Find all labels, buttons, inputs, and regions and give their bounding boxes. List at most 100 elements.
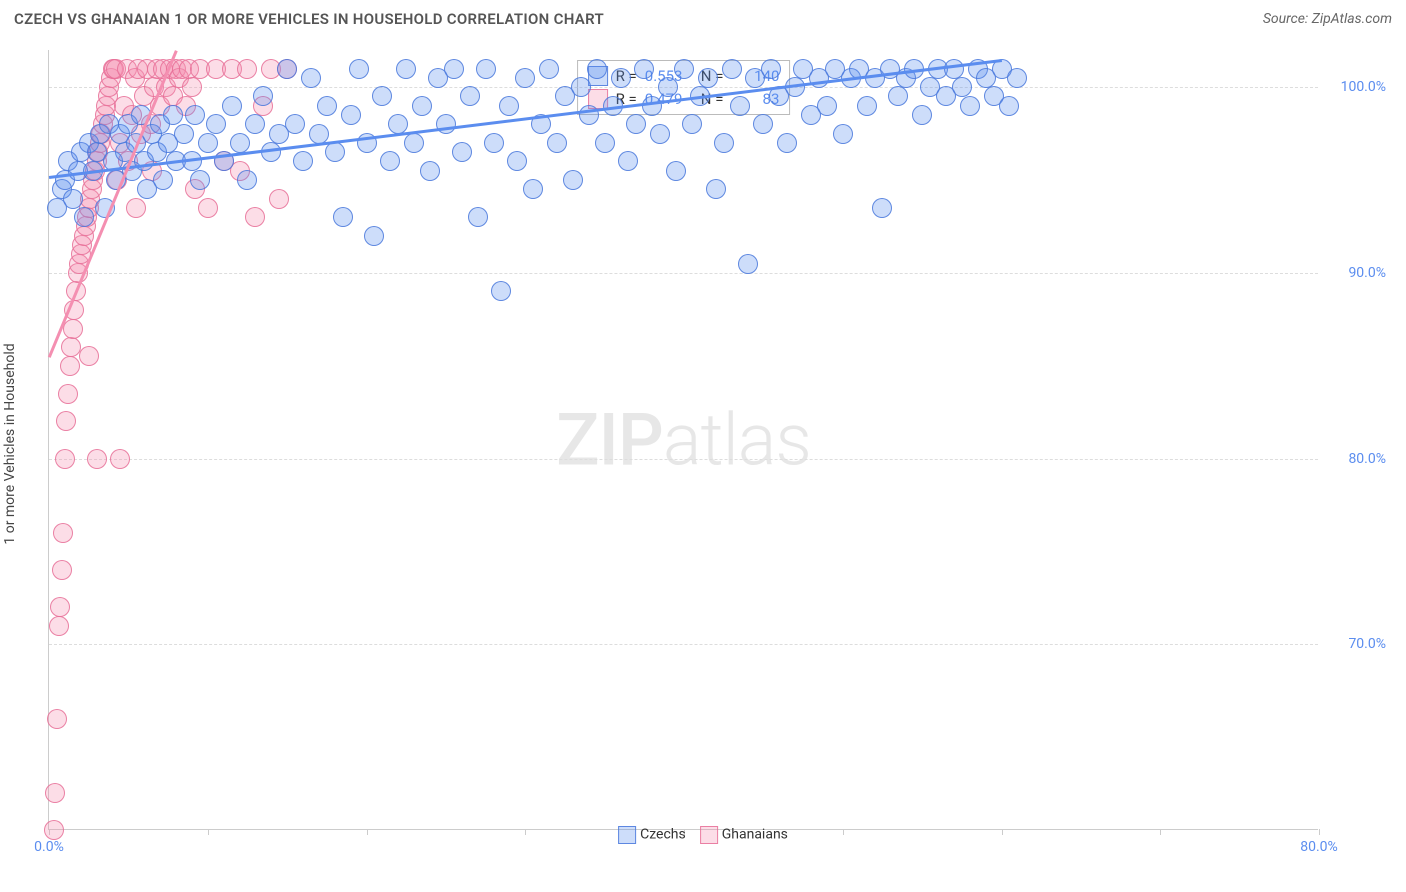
data-point [55, 449, 75, 469]
data-point [349, 59, 369, 79]
gridline [49, 644, 1318, 645]
data-point [650, 124, 670, 144]
x-tick [1002, 829, 1003, 835]
data-point [698, 68, 718, 88]
data-point [237, 59, 257, 79]
chart-container: 1 or more Vehicles in Household ZIPatlas… [14, 40, 1392, 848]
data-point [412, 96, 432, 116]
chart-title: CZECH VS GHANAIAN 1 OR MORE VEHICLES IN … [14, 10, 604, 28]
data-point [761, 59, 781, 79]
data-point [491, 281, 511, 301]
data-point [872, 198, 892, 218]
data-point [63, 189, 83, 209]
data-point [74, 207, 94, 227]
data-point [380, 151, 400, 171]
watermark: ZIPatlas [556, 397, 811, 482]
data-point [444, 59, 464, 79]
data-point [523, 179, 543, 199]
data-point [452, 142, 472, 162]
data-point [110, 449, 130, 469]
data-point [539, 59, 559, 79]
data-point [730, 96, 750, 116]
x-tick [843, 829, 844, 835]
data-point [58, 384, 78, 404]
data-point [53, 523, 73, 543]
data-point [163, 105, 183, 125]
data-point [777, 133, 797, 153]
data-point [1007, 68, 1027, 88]
data-point [857, 96, 877, 116]
data-point [63, 319, 83, 339]
data-point [706, 179, 726, 199]
data-point [468, 207, 488, 227]
y-axis-label: 1 or more Vehicles in Household [2, 343, 18, 544]
data-point [618, 151, 638, 171]
data-point [285, 114, 305, 134]
data-point [833, 124, 853, 144]
x-tick [525, 829, 526, 835]
data-point [198, 133, 218, 153]
data-point [269, 189, 289, 209]
data-point [333, 207, 353, 227]
data-point [658, 77, 678, 97]
data-point [484, 133, 504, 153]
data-point [674, 59, 694, 79]
data-point [571, 77, 591, 97]
data-point [515, 68, 535, 88]
data-point [499, 96, 519, 116]
data-point [50, 597, 70, 617]
data-point [60, 356, 80, 376]
data-point [952, 77, 972, 97]
data-point [174, 124, 194, 144]
data-point [222, 96, 242, 116]
x-tick [208, 829, 209, 835]
data-point [404, 133, 424, 153]
data-point [912, 105, 932, 125]
data-point [309, 124, 329, 144]
y-tick-label: 100.0% [1341, 79, 1386, 95]
data-point [317, 96, 337, 116]
legend-swatch [700, 826, 718, 844]
legend-item: Czechs [618, 826, 686, 844]
data-point [420, 161, 440, 181]
data-point [126, 198, 146, 218]
data-point [261, 142, 281, 162]
data-point [49, 616, 69, 636]
data-point [587, 59, 607, 79]
data-point [642, 96, 662, 116]
data-point [960, 96, 980, 116]
legend-item: Ghanaians [700, 826, 788, 844]
data-point [301, 68, 321, 88]
data-point [738, 254, 758, 274]
legend-swatch [618, 826, 636, 844]
data-point [198, 198, 218, 218]
data-point [460, 86, 480, 106]
data-point [714, 133, 734, 153]
data-point [245, 114, 265, 134]
gridline [49, 87, 1318, 88]
legend-label: Ghanaians [722, 827, 788, 843]
data-point [364, 226, 384, 246]
scatter-plot: ZIPatlas R = 0.553N = 140R = 0.479N = 83… [48, 50, 1318, 830]
y-tick-label: 90.0% [1348, 265, 1386, 281]
data-point [293, 151, 313, 171]
data-point [185, 105, 205, 125]
data-point [52, 560, 72, 580]
data-point [396, 59, 416, 79]
data-point [277, 59, 297, 79]
x-tick [1160, 829, 1161, 835]
data-point [563, 170, 583, 190]
data-point [888, 86, 908, 106]
data-point [45, 783, 65, 803]
y-tick-label: 80.0% [1348, 451, 1386, 467]
data-point [722, 59, 742, 79]
data-point [253, 86, 273, 106]
data-point [476, 59, 496, 79]
data-point [47, 709, 67, 729]
data-point [753, 114, 773, 134]
gridline [49, 459, 1318, 460]
data-point [595, 133, 615, 153]
data-point [325, 142, 345, 162]
data-point [341, 105, 361, 125]
source-label: Source: ZipAtlas.com [1263, 11, 1392, 27]
